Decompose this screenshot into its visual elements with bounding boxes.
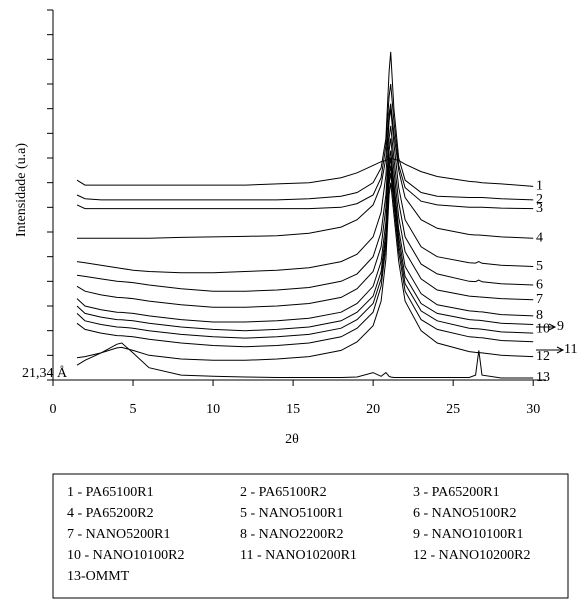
label-arrow-head <box>548 323 557 331</box>
x-tick-label: 10 <box>206 402 220 417</box>
data-line <box>76 165 534 339</box>
series-label: 12 <box>536 349 550 364</box>
legend-box <box>52 473 569 599</box>
legend-entry: 2 - PA65100R2 <box>240 485 327 500</box>
data-line <box>76 51 534 201</box>
x-tick-label: 30 <box>526 402 540 417</box>
series-label: 11 <box>564 342 577 357</box>
series-label: 13 <box>536 370 550 385</box>
series-label: 7 <box>536 292 543 307</box>
x-axis-label: 2θ <box>285 432 299 447</box>
data-line <box>76 138 534 308</box>
annotation: 21,34 Å <box>22 365 68 381</box>
legend-entry: 8 - NANO2200R2 <box>240 527 343 542</box>
legend-entry: 12 - NANO10200R2 <box>413 548 530 563</box>
series-label: 10 <box>536 321 550 336</box>
x-tick-label: 25 <box>446 402 460 417</box>
legend-entry: 11 - NANO10200R1 <box>240 548 357 563</box>
legend-entry: 9 - NANO10100R1 <box>413 527 523 542</box>
label-arrow-head <box>556 346 565 354</box>
legend-entry: 6 - NANO5100R2 <box>413 506 516 521</box>
x-tick-label: 0 <box>50 402 57 417</box>
legend-entry: 4 - PA65200R2 <box>67 506 154 521</box>
data-line <box>76 157 534 332</box>
data-line <box>76 157 534 187</box>
legend-entry: 3 - PA65200R1 <box>413 485 500 500</box>
series-label: 1 <box>536 179 543 194</box>
series-label: 4 <box>536 230 543 245</box>
legend-entry: 5 - NANO5100R1 <box>240 506 343 521</box>
x-tick-label: 20 <box>366 402 380 417</box>
x-tick-label: 5 <box>130 402 137 417</box>
data-line <box>76 150 534 323</box>
series-label: 3 <box>536 201 543 216</box>
legend-entry: 1 - PA65100R1 <box>67 485 154 500</box>
data-line <box>76 125 534 292</box>
data-line <box>76 182 534 361</box>
legend-entry: 7 - NANO5200R1 <box>67 527 170 542</box>
legend-entry: 10 - NANO10100R2 <box>67 548 184 563</box>
series-label: 8 <box>536 308 543 323</box>
data-line <box>76 83 534 210</box>
data-line <box>77 103 534 239</box>
y-axis-label: Intensidade (u.a) <box>14 143 29 237</box>
data-line <box>76 172 534 348</box>
x-tick-label: 15 <box>286 402 300 417</box>
data-line <box>76 108 534 274</box>
series-label: 6 <box>536 277 543 292</box>
data-line <box>76 342 534 379</box>
series-label: 5 <box>536 259 543 274</box>
legend-entry: 13-OMMT <box>67 569 130 584</box>
series-label: 2 <box>536 192 543 207</box>
series-label: 9 <box>557 319 564 334</box>
